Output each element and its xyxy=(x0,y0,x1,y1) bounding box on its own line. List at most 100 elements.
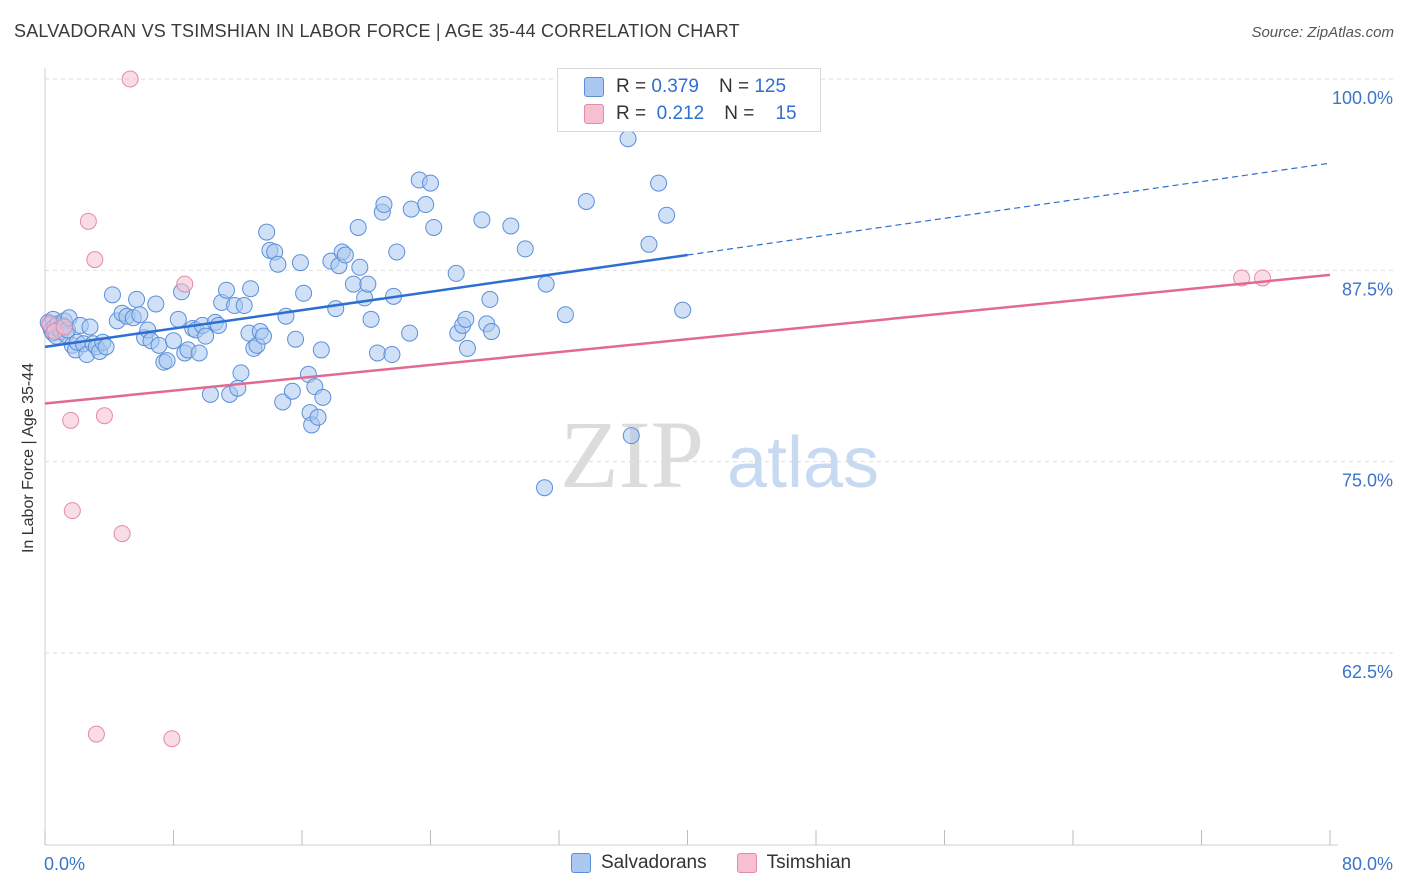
tsimshian-point xyxy=(63,502,81,520)
tsimshian-point xyxy=(86,251,104,269)
trend-layer xyxy=(44,162,1331,405)
axis-layer xyxy=(44,68,1338,846)
y-tick-label: 62.5% xyxy=(1342,662,1393,682)
y-tick-label: 75.0% xyxy=(1342,471,1393,491)
stats-legend-row-salvadorans: R = 0.379 N = 125 xyxy=(584,76,786,98)
salvadoran-point xyxy=(232,364,250,382)
salvadoran-point xyxy=(336,246,354,264)
stats-legend: R = 0.379 N = 125 R = 0.212 N = 15 xyxy=(557,68,821,132)
tsimshian-point xyxy=(55,318,73,336)
salvadoran-point xyxy=(242,280,260,298)
tsimshian-point xyxy=(121,70,139,88)
salvadoran-point xyxy=(103,286,121,304)
r-label: R = xyxy=(616,103,647,124)
tsimshian-point xyxy=(1254,269,1272,287)
salvadoran-point xyxy=(309,408,327,426)
y-tick-label: 100.0% xyxy=(1332,88,1393,108)
blue-swatch xyxy=(584,77,604,97)
salvadoran-point xyxy=(362,310,380,328)
salvadoran-point xyxy=(197,327,215,345)
tsimshian-point xyxy=(95,407,113,425)
salvadoran-point xyxy=(349,218,367,236)
points-layer xyxy=(39,70,1272,748)
salvadoran-point xyxy=(283,382,301,400)
watermark-zip: ZIP xyxy=(560,401,704,508)
salvadoran-point xyxy=(502,217,520,235)
salvadoran-point xyxy=(128,290,146,308)
salvadoran-point xyxy=(483,323,501,341)
salvadoran-point xyxy=(516,240,534,258)
legend-label: Salvadorans xyxy=(601,852,707,873)
salvadoran-point xyxy=(209,316,227,334)
salvadoran-point xyxy=(422,174,439,192)
n-value: 125 xyxy=(754,76,787,97)
salvadoran-point xyxy=(577,192,595,210)
salvadoran-point xyxy=(147,295,165,313)
x-tick-label: 80.0% xyxy=(1342,854,1393,874)
salvadoran-point xyxy=(368,344,386,362)
salvadoran-point xyxy=(97,338,115,356)
legend-item-tsimshian[interactable]: Tsimshian xyxy=(736,852,851,874)
salvadoran-point xyxy=(481,290,499,308)
salvadoran-point xyxy=(536,479,554,497)
salvadoran-point xyxy=(425,218,443,236)
salvadoran-point xyxy=(401,324,419,342)
n-value: 15 xyxy=(775,103,797,124)
salvadoran-point xyxy=(314,388,332,406)
watermark-atlas: atlas xyxy=(727,423,879,503)
salvadoran-point xyxy=(458,339,476,357)
salvadoran-point xyxy=(165,332,182,350)
tsimshian-point xyxy=(113,525,131,543)
salvadoran-point xyxy=(131,306,149,324)
salvadoran-point xyxy=(447,264,465,282)
salvadoran-point xyxy=(619,130,637,148)
salvadoran-point xyxy=(291,254,309,272)
chart-title: SALVADORAN VS TSIMSHIAN IN LABOR FORCE |… xyxy=(14,21,740,41)
tsimshian-point xyxy=(79,212,97,230)
x-tick-label: 0.0% xyxy=(44,854,85,874)
stats-legend-row-tsimshian: R = 0.212 N = 15 xyxy=(584,103,797,125)
salvadoran-point xyxy=(327,300,345,318)
blue-swatch xyxy=(571,853,591,873)
legend-item-salvadorans[interactable]: Salvadorans xyxy=(571,852,707,874)
salvadoran-point xyxy=(258,223,276,241)
watermark: ZIP atlas xyxy=(560,401,879,508)
salvadoran-point xyxy=(312,341,330,359)
r-value: 0.212 xyxy=(656,103,705,124)
tsimshian-trend-line xyxy=(44,273,1331,405)
tick-label-layer: 100.0% 87.5% 75.0% 62.5% 0.0% 80.0% xyxy=(44,88,1393,874)
salvadoran-point xyxy=(457,310,475,328)
source-credit: Source: ZipAtlas.com xyxy=(1251,24,1394,41)
grid-layer xyxy=(45,78,1395,654)
n-label: N = xyxy=(718,76,750,97)
salvadoran-point xyxy=(556,306,574,324)
salvadoran-point xyxy=(417,196,435,214)
salvadoran-point xyxy=(269,255,287,273)
salvadoran-point xyxy=(150,336,168,354)
salvadoran-point xyxy=(650,174,668,192)
pink-swatch xyxy=(584,104,604,124)
salvadoran-point xyxy=(473,211,491,229)
salvadoran-point xyxy=(81,318,99,336)
salvadoran-point xyxy=(295,284,313,302)
salvadoran-point xyxy=(674,301,692,319)
tsimshian-point xyxy=(163,730,181,748)
salvadoran-point xyxy=(356,289,374,307)
salvadoran-point xyxy=(235,297,253,315)
salvadoran-point xyxy=(402,200,420,218)
salvadoran-point xyxy=(287,330,305,348)
salvadoran-point xyxy=(169,310,187,328)
pink-swatch xyxy=(736,853,757,873)
salvadoran-point xyxy=(375,196,393,214)
salvadoran-point xyxy=(622,427,640,445)
salvadoran-point xyxy=(158,352,176,370)
salvadoran-point xyxy=(640,235,658,253)
y-tick-label: 87.5% xyxy=(1342,279,1393,299)
salvadoran-trend-extension xyxy=(687,162,1331,256)
salvadoran-point xyxy=(388,243,406,261)
series-legend: Salvadorans Tsimshian xyxy=(571,852,881,874)
salvadoran-point xyxy=(190,344,208,362)
r-label: R = xyxy=(616,76,647,97)
salvadoran-point xyxy=(254,327,272,345)
